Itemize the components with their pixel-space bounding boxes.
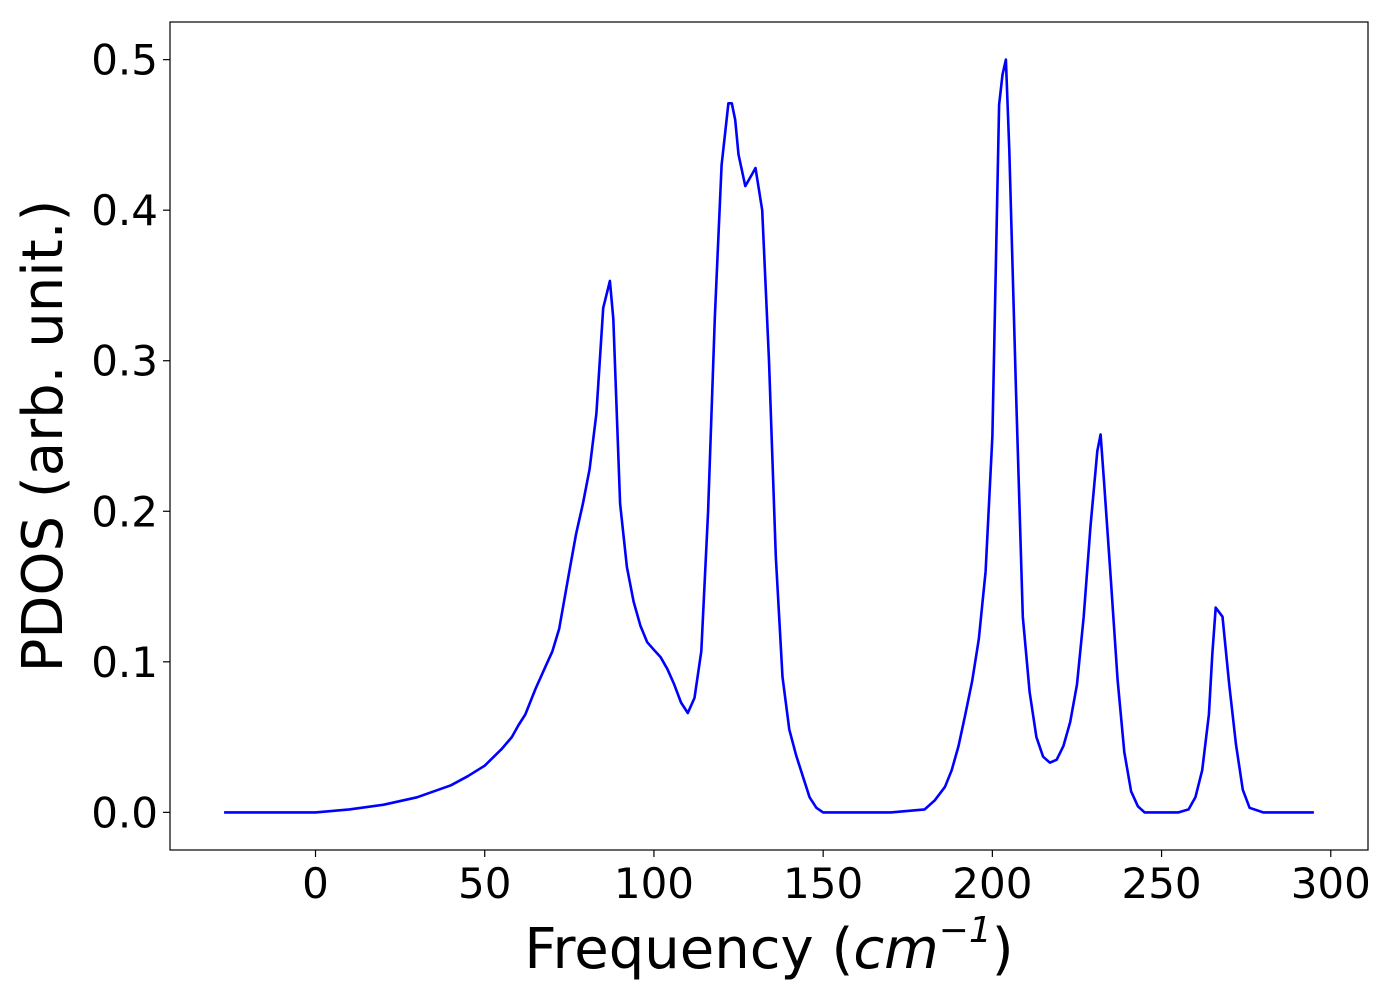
- y-tick-label: 0.0: [91, 788, 158, 837]
- y-tick-label: 0.1: [91, 638, 158, 687]
- x-tick-label: 200: [952, 859, 1032, 908]
- y-tick-label: 0.5: [91, 36, 158, 85]
- x-tick-label: 300: [1291, 859, 1371, 908]
- y-tick-label: 0.3: [91, 337, 158, 386]
- x-tick-label: 100: [614, 859, 694, 908]
- x-tick-label: 250: [1121, 859, 1201, 908]
- y-axis-label: PDOS (arb. unit.): [11, 200, 76, 673]
- y-tick-label: 0.2: [91, 487, 158, 536]
- plot-frame: [169, 21, 1369, 851]
- series-line-0: [224, 58, 1314, 814]
- y-tick-label: 0.4: [91, 186, 158, 235]
- x-tick-label: 50: [458, 859, 511, 908]
- x-tick-label: 0: [302, 859, 329, 908]
- x-axis-label: Frequency (cm−1): [524, 910, 1013, 982]
- y-axis-ticks: 0.0 0.1 0.2 0.3 0.4 0.5: [91, 36, 170, 837]
- plot-area: [169, 21, 1369, 851]
- x-axis-ticks: 0 50 100 150 200 250 300: [302, 850, 1371, 908]
- x-tick-label: 150: [783, 859, 863, 908]
